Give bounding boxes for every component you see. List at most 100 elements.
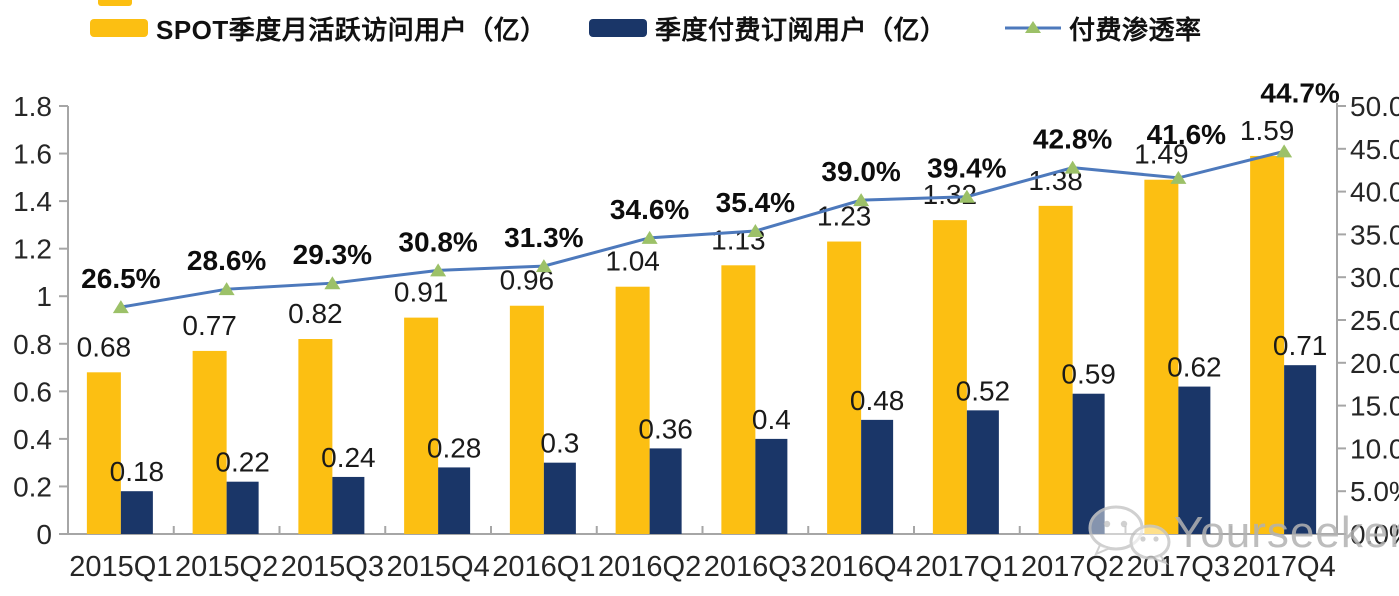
bar-mau-2015Q2[interactable]: [192, 350, 227, 534]
y-axis-right-label: 45.0%: [1350, 134, 1399, 165]
bar-mau-label-2015Q2: 0.77: [182, 310, 237, 341]
cropped-yellow-artifact: [98, 0, 132, 6]
x-axis-label-2015Q2: 2015Q2: [175, 551, 278, 583]
bar-subs-2016Q3[interactable]: [755, 438, 788, 534]
x-axis-label-2017Q1: 2017Q1: [915, 551, 1018, 583]
bar-subs-2015Q2[interactable]: [226, 481, 259, 534]
penetration-marker-2017Q2[interactable]: [1064, 160, 1081, 174]
bar-mau-2016Q3[interactable]: [721, 265, 756, 534]
bar-mau-2016Q1[interactable]: [509, 305, 544, 534]
bar-mau-2015Q1[interactable]: [86, 372, 121, 534]
bar-mau-2017Q1[interactable]: [932, 220, 967, 534]
bar-mau-label-2015Q1: 0.68: [77, 331, 132, 362]
bar-subs-label-2015Q1: 0.18: [110, 456, 165, 487]
penetration-marker-2017Q1[interactable]: [958, 189, 975, 203]
penetration-label-2016Q4: 39.0%: [821, 156, 900, 187]
bar-subs-label-2017Q4: 0.71: [1273, 330, 1328, 361]
penetration-label-2015Q1: 26.5%: [81, 263, 160, 294]
penetration-marker-2016Q2[interactable]: [641, 230, 658, 244]
penetration-label-2016Q2: 34.6%: [610, 194, 689, 225]
penetration-label-2017Q1: 39.4%: [927, 153, 1006, 184]
y-axis-right-label: 40.0%: [1350, 177, 1399, 208]
penetration-line-icon: [1005, 21, 1061, 33]
legend-label-subs: 季度付费订阅用户（亿）: [655, 14, 947, 45]
bar-subs-2017Q4[interactable]: [1284, 365, 1317, 534]
y-axis-right-label: 50.0%: [1350, 91, 1399, 122]
bar-subs-2017Q1[interactable]: [966, 410, 999, 534]
y-axis-left-label: 1.6: [13, 139, 52, 170]
bar-subs-label-2016Q3: 0.4: [752, 404, 791, 435]
penetration-marker-2017Q3[interactable]: [1170, 170, 1187, 184]
x-axis-label-2016Q1: 2016Q1: [492, 551, 595, 583]
penetration-label-2015Q2: 28.6%: [187, 245, 266, 276]
y-axis-right-label: 5.0%: [1350, 476, 1399, 507]
y-axis-left-label: 0.4: [13, 424, 52, 455]
x-axis-label-2016Q2: 2016Q2: [598, 551, 701, 583]
y-axis-left-label: 0.2: [13, 471, 52, 502]
bar-mau-label-2015Q4: 0.91: [394, 277, 449, 308]
bar-mau-2015Q3[interactable]: [298, 339, 333, 534]
bar-subs-label-2017Q1: 0.52: [956, 375, 1011, 406]
penetration-label-2015Q4: 30.8%: [398, 226, 477, 257]
bar-subs-2015Q3[interactable]: [332, 476, 365, 534]
bar-mau-2016Q4[interactable]: [827, 241, 862, 535]
y-axis-right-label: 15.0%: [1350, 391, 1399, 422]
legend-item-subs[interactable]: 季度付费订阅用户（亿）: [589, 12, 947, 45]
penetration-label-2017Q4: 44.7%: [1260, 77, 1339, 108]
bar-mau-2017Q4[interactable]: [1250, 155, 1285, 534]
penetration-label-2016Q3: 35.4%: [716, 187, 795, 218]
bar-mau-2017Q2[interactable]: [1038, 205, 1073, 534]
bar-mau-label-2017Q4: 1.59: [1240, 115, 1295, 146]
penetration-marker-2015Q1[interactable]: [112, 300, 129, 314]
penetration-label-2016Q1: 31.3%: [504, 222, 583, 253]
y-axis-right-label: 0.0%: [1350, 519, 1399, 550]
legend-label-penetration: 付费渗透率: [1069, 14, 1202, 45]
bar-mau-2016Q2[interactable]: [615, 286, 650, 534]
legend-item-mau[interactable]: SPOT季度月活跃访问用户（亿）: [90, 12, 547, 45]
bar-subs-2015Q4[interactable]: [438, 467, 471, 534]
penetration-marker-2016Q3[interactable]: [747, 223, 764, 237]
subs-swatch-icon: [589, 19, 647, 37]
y-axis-right-label: 30.0%: [1350, 262, 1399, 293]
bar-subs-2016Q2[interactable]: [649, 448, 682, 534]
penetration-marker-2015Q2[interactable]: [218, 282, 235, 296]
y-axis-left-label: 1.8: [13, 91, 52, 122]
x-axis-label-2016Q4: 2016Q4: [810, 551, 913, 583]
y-axis-left-label: 0: [36, 519, 52, 550]
x-axis-label-2017Q4: 2017Q4: [1233, 551, 1336, 583]
bar-subs-label-2015Q2: 0.22: [215, 447, 270, 478]
penetration-marker-2016Q4[interactable]: [853, 193, 870, 207]
penetration-marker-2016Q1[interactable]: [535, 259, 552, 273]
y-axis-left-label: 0.6: [13, 376, 52, 407]
y-axis-right-label: 25.0%: [1350, 305, 1399, 336]
watermark-text: Yourseeker: [1174, 508, 1399, 557]
x-axis-label-2015Q4: 2015Q4: [387, 551, 490, 583]
bar-mau-label-2015Q3: 0.82: [288, 298, 343, 329]
bar-subs-2016Q1[interactable]: [543, 462, 576, 534]
bar-subs-label-2015Q3: 0.24: [321, 442, 376, 473]
y-axis-left-label: 1.4: [13, 186, 52, 217]
penetration-marker-2015Q3[interactable]: [324, 276, 341, 290]
x-axis-label-2017Q2: 2017Q2: [1021, 551, 1124, 583]
x-axis-label-2015Q3: 2015Q3: [281, 551, 384, 583]
watermark: Yourseeker: [1086, 500, 1399, 566]
bar-mau-label-2016Q2: 1.04: [605, 246, 660, 277]
bar-mau-label-2017Q3: 1.49: [1134, 139, 1189, 170]
bar-subs-label-2015Q4: 0.28: [427, 432, 482, 463]
legend-item-penetration[interactable]: 付费渗透率: [1005, 12, 1202, 45]
penetration-marker-2017Q4[interactable]: [1276, 144, 1293, 158]
wechat-icon: [1088, 505, 1171, 566]
bar-subs-2016Q4[interactable]: [861, 419, 894, 534]
penetration-label-2015Q3: 29.3%: [293, 239, 372, 270]
bar-subs-label-2017Q2: 0.59: [1061, 359, 1116, 390]
penetration-marker-2015Q4[interactable]: [430, 263, 447, 277]
bar-mau-2015Q4[interactable]: [404, 317, 439, 534]
bar-mau-2017Q3[interactable]: [1144, 179, 1179, 534]
penetration-line[interactable]: [120, 149, 1285, 309]
bar-subs-2017Q3[interactable]: [1178, 386, 1211, 534]
y-axis-right-label: 10.0%: [1350, 433, 1399, 464]
bar-subs-label-2016Q2: 0.36: [638, 413, 693, 444]
bar-subs-2015Q1[interactable]: [120, 491, 153, 534]
